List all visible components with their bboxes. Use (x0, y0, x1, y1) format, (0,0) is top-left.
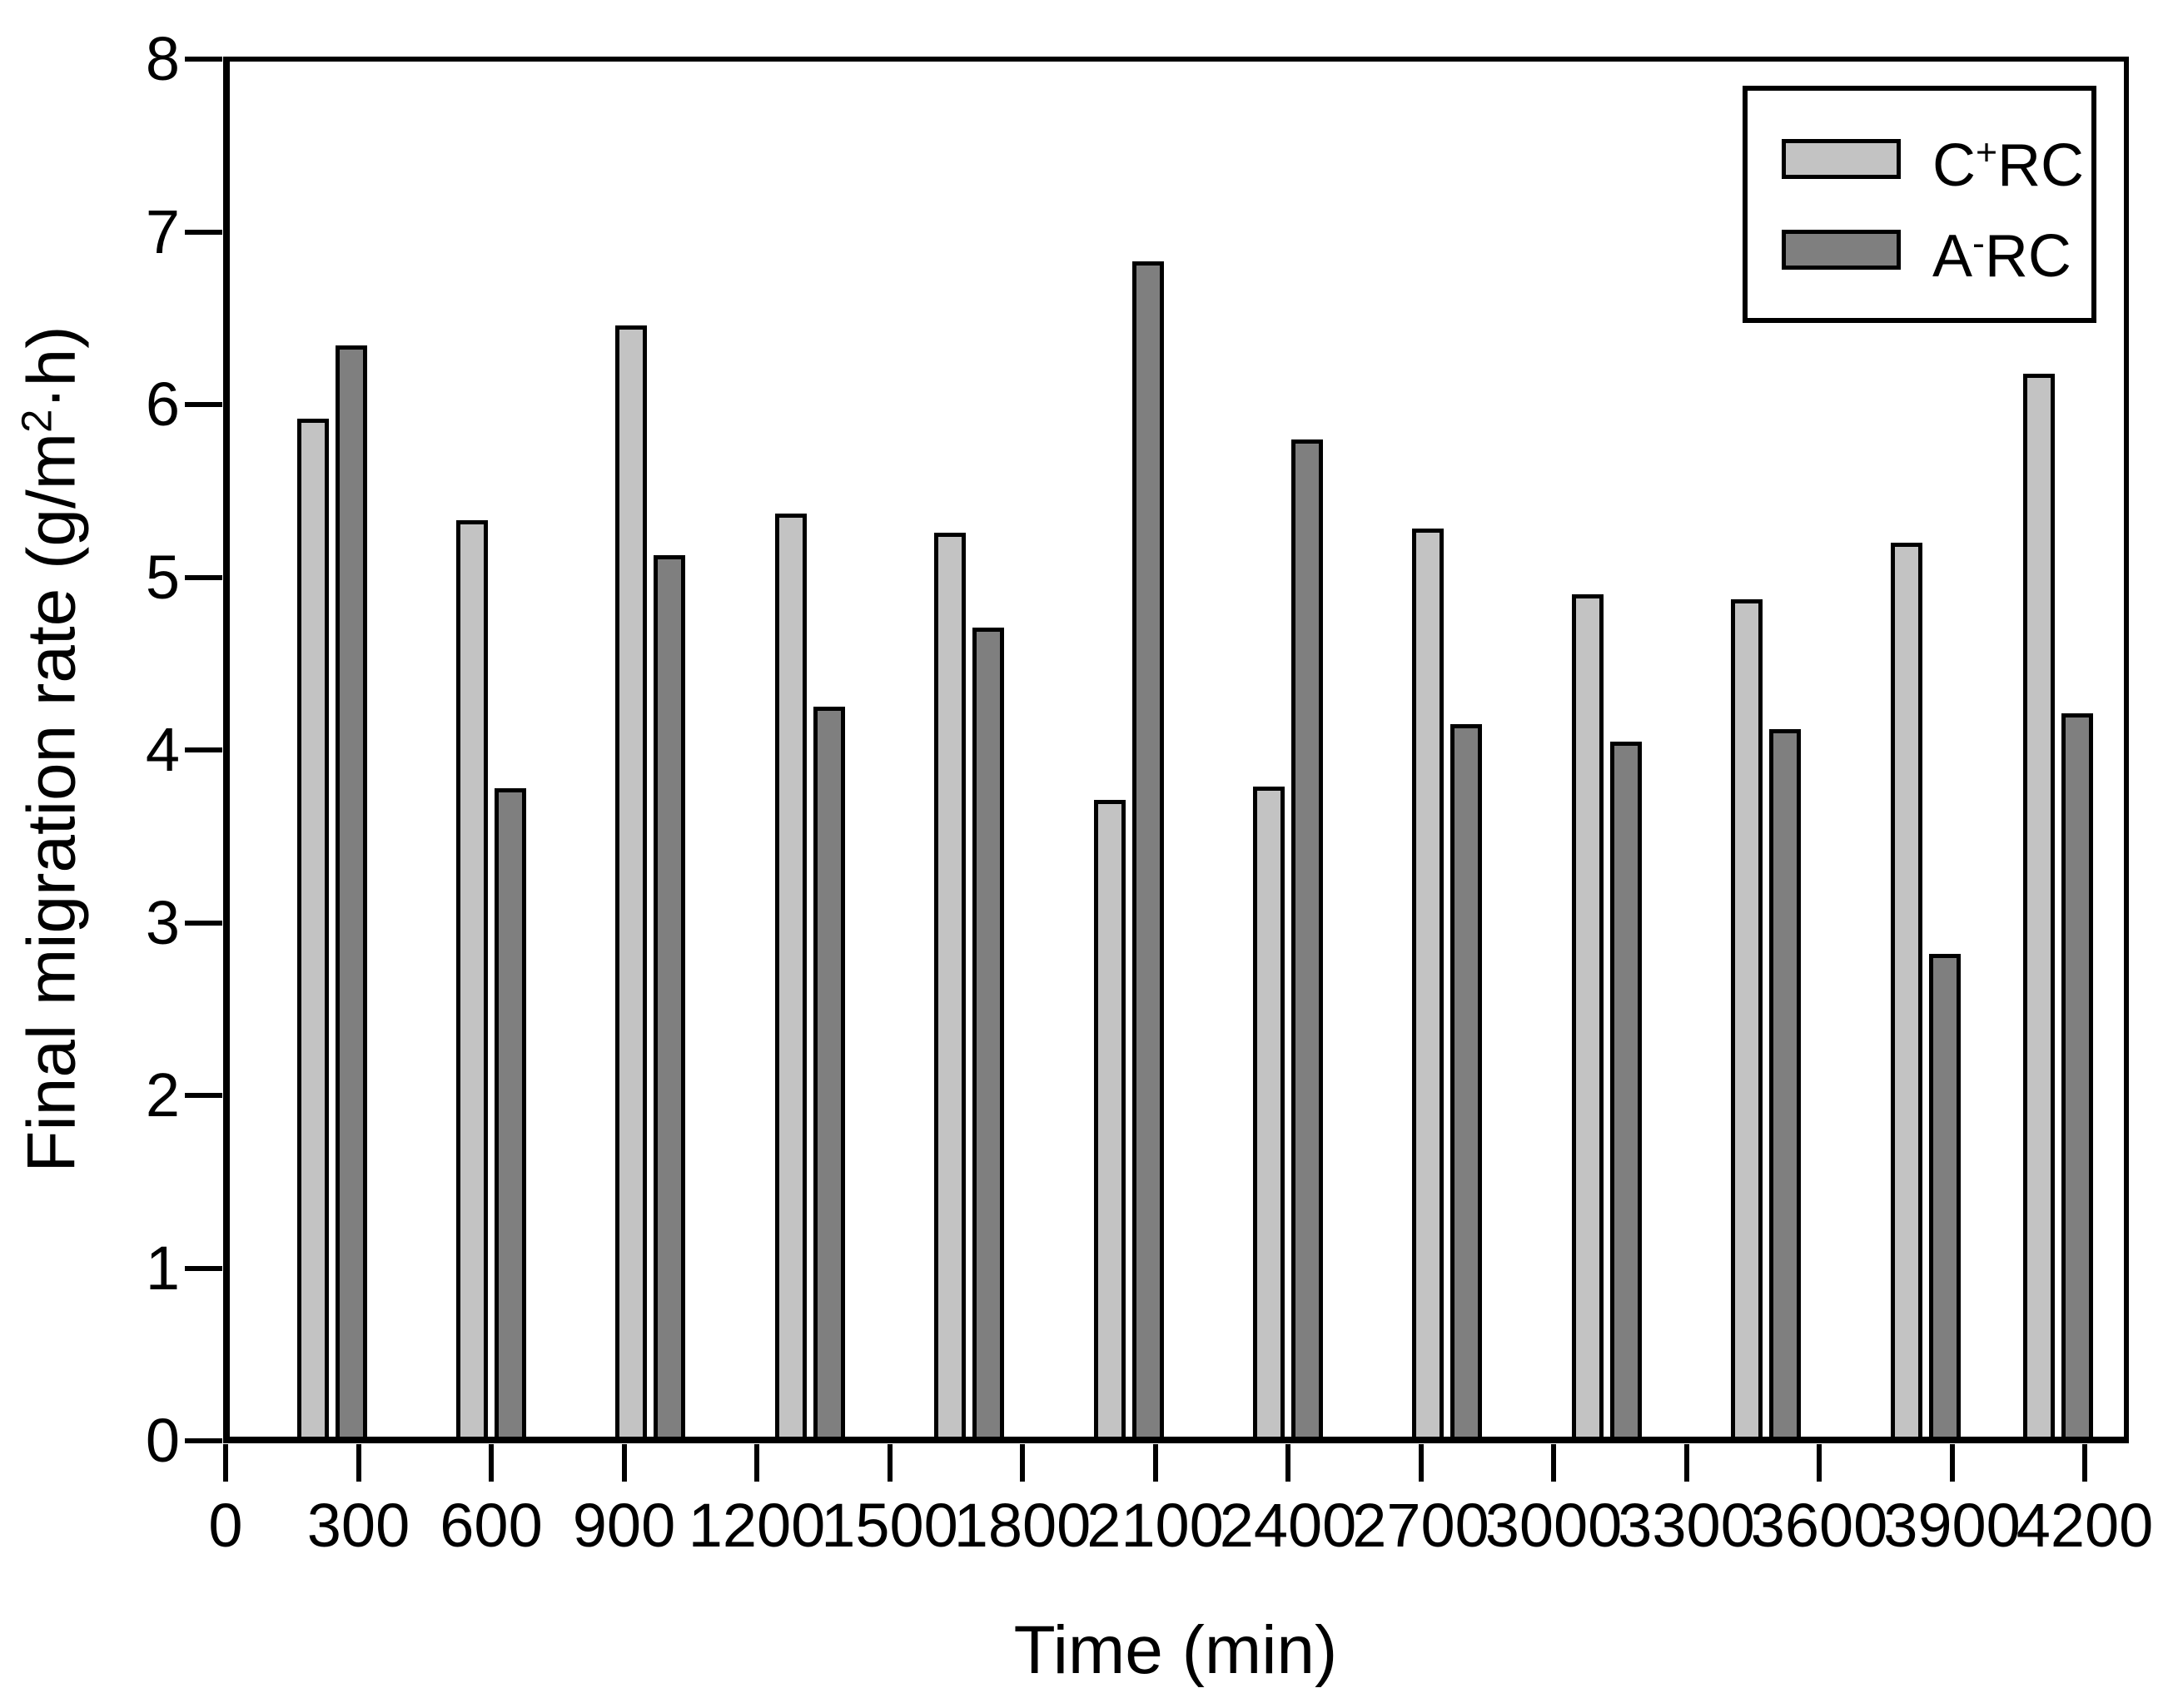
y-tick (185, 920, 222, 926)
legend-swatch-aminus-rc (1782, 230, 1901, 270)
x-tick (1285, 1444, 1290, 1482)
y-tick (185, 574, 222, 580)
bar-cplus-rc (2023, 373, 2056, 1441)
x-tick (1418, 1444, 1424, 1482)
x-tick-label: 3600 (1750, 1491, 1888, 1560)
bar-aminus-rc (813, 707, 845, 1441)
x-tick-label: 900 (572, 1491, 676, 1560)
bar-aminus-rc (1450, 723, 1483, 1441)
x-tick-label: 600 (440, 1491, 543, 1560)
bar-cplus-rc (1731, 599, 1763, 1441)
x-tick (1551, 1444, 1556, 1482)
bar-aminus-rc (495, 787, 526, 1441)
y-tick (185, 229, 222, 235)
bar-cplus-rc (615, 325, 648, 1441)
y-tick (185, 402, 222, 407)
y-tick-label: 8 (145, 24, 180, 93)
y-axis-title: Final migration rate (g/m2·h) (12, 325, 90, 1173)
x-tick (2082, 1444, 2087, 1482)
bar-cplus-rc (1571, 594, 1604, 1441)
y-tick (185, 747, 222, 752)
bar-cplus-rc (774, 513, 807, 1441)
legend-label-aminus-rc: A-RC (1932, 222, 2071, 290)
legend-superscript: - (1972, 222, 1985, 264)
x-tick-label: 3900 (1883, 1491, 2021, 1560)
legend-row-aminus-rc: A-RC (1782, 214, 2091, 286)
bar-aminus-rc (972, 627, 1005, 1441)
x-tick-label: 1800 (953, 1491, 1091, 1560)
x-tick (356, 1444, 361, 1482)
legend-swatch-cplus-rc (1782, 139, 1901, 179)
x-tick-label: 2100 (1087, 1491, 1224, 1560)
legend-row-cplus-rc: C+RC (1782, 123, 2091, 196)
x-tick-label: 2400 (1219, 1491, 1357, 1560)
x-tick-label: 2700 (1352, 1491, 1489, 1560)
x-tick-label: 3300 (1618, 1491, 1755, 1560)
x-tick (1683, 1444, 1689, 1482)
x-tick (1152, 1444, 1158, 1482)
x-tick-label: 300 (306, 1491, 410, 1560)
x-axis-title: Time (min) (1013, 1612, 1338, 1688)
bar-aminus-rc (2061, 713, 2094, 1441)
y-tick-label: 4 (145, 715, 180, 784)
y-tick-label: 0 (145, 1406, 180, 1475)
y-tick (185, 57, 222, 62)
bar-aminus-rc (1131, 261, 1164, 1441)
y-tick-label: 3 (145, 887, 180, 957)
x-tick (1949, 1444, 1955, 1482)
y-tick-label: 7 (145, 196, 180, 266)
bar-cplus-rc (1253, 786, 1285, 1441)
bar-cplus-rc (1890, 543, 1922, 1441)
x-tick-label: 1200 (688, 1491, 826, 1560)
x-tick (223, 1444, 228, 1482)
x-tick (621, 1444, 627, 1482)
x-tick-label: 4200 (2016, 1491, 2154, 1560)
bar-cplus-rc (1412, 529, 1445, 1441)
y-tick-label: 5 (145, 542, 180, 612)
y-title-superscript: 2 (12, 409, 61, 433)
y-tick-label: 2 (145, 1060, 180, 1130)
y-tick-label: 1 (145, 1233, 180, 1303)
bar-aminus-rc (1609, 741, 1642, 1441)
x-tick (489, 1444, 494, 1482)
y-tick (185, 1438, 222, 1443)
y-tick-label: 6 (145, 370, 180, 439)
bar-aminus-rc (335, 345, 367, 1441)
y-tick (185, 1093, 222, 1098)
bar-cplus-rc (1093, 800, 1126, 1441)
x-tick (1817, 1444, 1822, 1482)
bar-aminus-rc (1769, 729, 1802, 1441)
legend-label-cplus-rc: C+RC (1932, 132, 2085, 199)
bar-aminus-rc (654, 554, 686, 1441)
x-tick-label: 0 (208, 1491, 243, 1560)
x-tick-label: 3000 (1484, 1491, 1623, 1560)
x-tick (754, 1444, 759, 1482)
bar-cplus-rc (296, 418, 329, 1441)
legend-superscript: + (1976, 132, 1998, 173)
y-tick (185, 1265, 222, 1271)
x-tick-label: 1500 (821, 1491, 958, 1560)
x-tick (1020, 1444, 1025, 1482)
x-tick (887, 1444, 893, 1482)
plot-frame (223, 57, 2129, 1443)
bar-cplus-rc (934, 532, 967, 1441)
legend: C+RC A-RC (1743, 86, 2096, 323)
